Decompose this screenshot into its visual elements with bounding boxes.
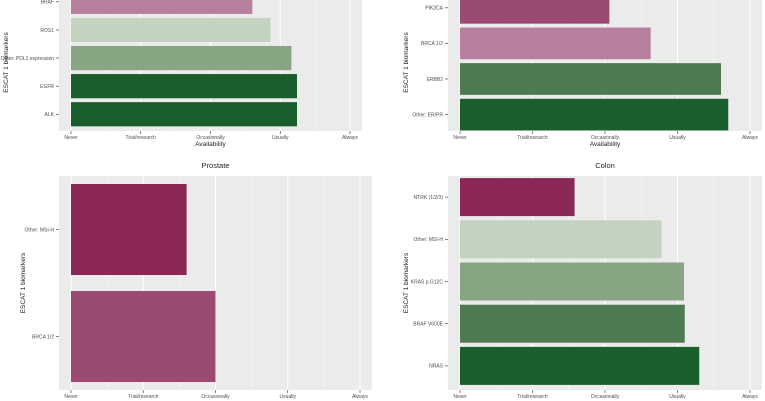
panel-prostate: Other: MSI-H BRCA 1/2 Never Trial/research O…	[20, 161, 372, 400]
x-tick-label: Occasionally	[591, 394, 620, 400]
y-tick-label: KRAS p.G12C	[411, 279, 444, 285]
x-tick-label: Always	[352, 394, 368, 400]
panel-breast: PIK3CA BRCA 1/2 ERBB2 Other: ER/PR Never Tria…	[403, 0, 762, 148]
bar-other-msi-h	[71, 184, 187, 275]
x-tick-label: Trial/research	[128, 394, 159, 400]
y-tick-label: NRAS	[429, 364, 444, 370]
x-tick-label: Always	[342, 135, 358, 141]
x-tick-label: Never	[453, 135, 467, 141]
y-axis-title: ESCAT 1 biomarkers	[20, 252, 27, 313]
bar-brca-1-2	[71, 291, 216, 382]
bar-egfr	[71, 74, 297, 99]
bar-brca-1-2	[460, 27, 651, 60]
x-tick-label: Usually	[280, 394, 297, 400]
y-tick-label: BRAF	[41, 0, 54, 6]
bar-nras	[460, 346, 700, 385]
x-tick-label: Occasionally	[196, 135, 225, 141]
x-tick-label: Occasionally	[201, 394, 230, 400]
y-axis-title: ESCAT 1 biomarkers	[403, 252, 410, 313]
bar-erbb2	[460, 63, 721, 95]
x-axis-title: Availability	[195, 141, 226, 148]
y-tick-label: Other: PDL1 expression	[1, 56, 55, 62]
y-tick-label: ERBB2	[427, 77, 444, 83]
bar-kras-p-g12c	[460, 262, 685, 301]
bar-alk	[71, 102, 297, 127]
bar-braf	[71, 0, 253, 14]
y-tick-label: BRCA 1/2	[421, 41, 443, 47]
x-tick-label: Usually	[669, 135, 686, 141]
x-tick-label: Trial/research	[517, 394, 548, 400]
y-tick-label: ALK	[45, 112, 55, 118]
x-tick-label: Occasionally	[591, 135, 620, 141]
x-tick-label: Trial/research	[517, 135, 548, 141]
y-tick-label: Other: MSI-H	[414, 237, 444, 243]
bar-other-er-pr	[460, 98, 729, 131]
bar-pik3ca	[460, 0, 610, 24]
x-tick-label: Always	[742, 394, 758, 400]
y-axis-title: ESCAT 1 biomarkers	[403, 32, 410, 93]
bar-braf-v600e	[460, 304, 685, 343]
x-tick-label: Never	[64, 135, 78, 141]
y-tick-label: Other: MSI-H	[25, 227, 55, 233]
bar-other-pdl1-expression	[71, 45, 292, 71]
y-tick-label: BRAF V600E	[413, 322, 443, 328]
panel-lung: BRAF ROS1 Other: PDL1 expression EGFR ALK Nev…	[1, 0, 362, 148]
bar-ntrk-1-2-3	[460, 178, 575, 217]
y-tick-label: Other: ER/PR	[412, 112, 443, 118]
chart-title: Prostate	[202, 161, 230, 170]
x-tick-label: Always	[742, 135, 758, 141]
y-tick-label: ROS1	[40, 28, 54, 34]
bar-other-msi-h	[460, 220, 662, 259]
x-axis-title: Availability	[590, 141, 621, 148]
y-tick-label: EGFR	[40, 84, 54, 90]
x-tick-label: Never	[453, 394, 467, 400]
x-tick-label: Usually	[669, 394, 686, 400]
x-tick-label: Never	[64, 394, 78, 400]
x-tick-label: Trial/research	[126, 135, 157, 141]
y-tick-label: NTRK (1/2/3)	[414, 195, 444, 201]
y-tick-label: BRCA 1/2	[32, 334, 54, 340]
x-tick-label: Usually	[272, 135, 289, 141]
y-axis-title: ESCAT 1 biomarkers	[3, 32, 10, 93]
panel-colon: NTRK (1/2/3) Other: MSI-H KRAS p.G12C BRAF …	[403, 161, 762, 400]
bar-ros1	[71, 17, 271, 43]
chart-title: Colon	[595, 161, 615, 170]
y-tick-label: PIK3CA	[425, 6, 443, 12]
